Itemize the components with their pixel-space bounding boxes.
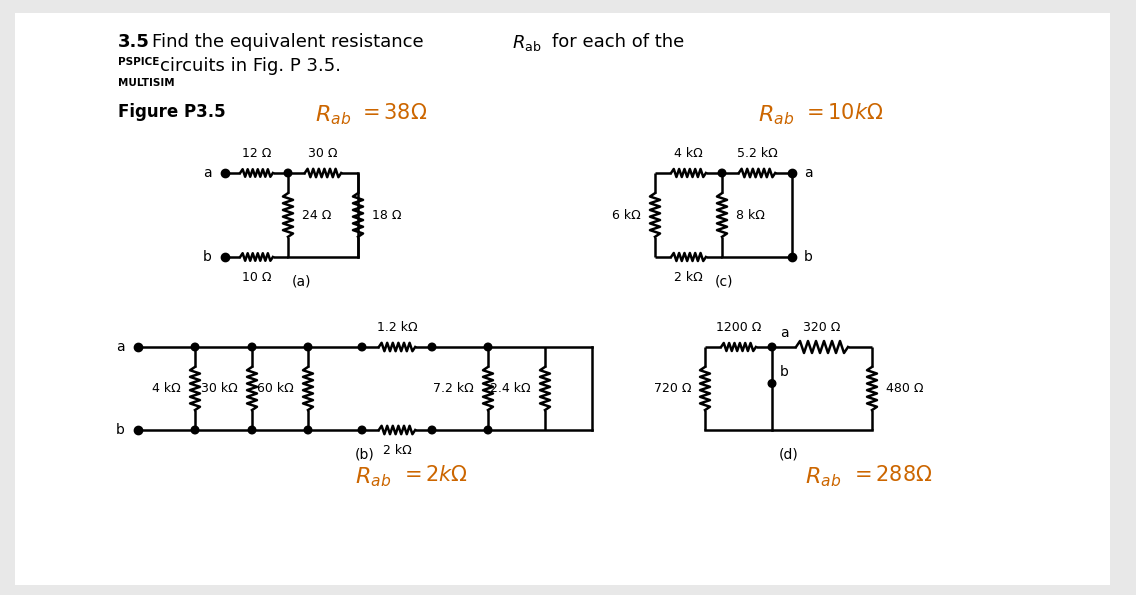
Text: b: b bbox=[780, 365, 788, 378]
Text: 6 kΩ: 6 kΩ bbox=[612, 208, 641, 221]
Text: $R_{ab}$: $R_{ab}$ bbox=[805, 465, 841, 488]
Text: 480 Ω: 480 Ω bbox=[886, 382, 924, 395]
Text: a: a bbox=[804, 166, 812, 180]
Text: a: a bbox=[116, 340, 125, 354]
Circle shape bbox=[304, 343, 311, 351]
Text: a: a bbox=[780, 326, 788, 340]
Text: 24 Ω: 24 Ω bbox=[302, 208, 332, 221]
Text: b: b bbox=[804, 250, 813, 264]
Text: 4 kΩ: 4 kΩ bbox=[152, 382, 181, 395]
Text: $R_{ab}$: $R_{ab}$ bbox=[315, 103, 351, 127]
Text: b: b bbox=[116, 423, 125, 437]
Text: (c): (c) bbox=[715, 274, 733, 288]
Circle shape bbox=[248, 343, 256, 351]
Text: 8 kΩ: 8 kΩ bbox=[736, 208, 765, 221]
Circle shape bbox=[191, 343, 199, 351]
Text: circuits in Fig. P 3.5.: circuits in Fig. P 3.5. bbox=[160, 57, 341, 75]
Circle shape bbox=[358, 426, 366, 434]
Text: for each of the: for each of the bbox=[552, 33, 684, 51]
Circle shape bbox=[248, 426, 256, 434]
Circle shape bbox=[304, 426, 311, 434]
Text: Figure P3.5: Figure P3.5 bbox=[118, 103, 226, 121]
Text: 18 Ω: 18 Ω bbox=[371, 208, 401, 221]
Circle shape bbox=[768, 343, 776, 351]
Text: MULTISIM: MULTISIM bbox=[118, 78, 175, 88]
Circle shape bbox=[718, 169, 726, 177]
Text: 30 Ω: 30 Ω bbox=[308, 147, 337, 160]
Text: $R_{ab}$: $R_{ab}$ bbox=[356, 465, 391, 488]
Text: 1200 Ω: 1200 Ω bbox=[716, 321, 761, 334]
Text: 320 Ω: 320 Ω bbox=[803, 321, 841, 334]
Circle shape bbox=[191, 426, 199, 434]
Circle shape bbox=[358, 343, 366, 351]
Text: 2 kΩ: 2 kΩ bbox=[383, 444, 411, 457]
Text: Find the equivalent resistance: Find the equivalent resistance bbox=[152, 33, 424, 51]
Text: 2 kΩ: 2 kΩ bbox=[674, 271, 703, 284]
Text: 60 kΩ: 60 kΩ bbox=[257, 382, 294, 395]
Text: (a): (a) bbox=[292, 274, 311, 288]
Text: $= 38\Omega$: $= 38\Omega$ bbox=[358, 103, 427, 123]
Text: 720 Ω: 720 Ω bbox=[653, 382, 691, 395]
Text: $R_{ab}$: $R_{ab}$ bbox=[758, 103, 794, 127]
Text: 4 kΩ: 4 kΩ bbox=[674, 147, 703, 160]
Text: 12 Ω: 12 Ω bbox=[242, 147, 272, 160]
Circle shape bbox=[484, 343, 492, 351]
Text: 30 kΩ: 30 kΩ bbox=[201, 382, 239, 395]
Text: 2.4 kΩ: 2.4 kΩ bbox=[491, 382, 531, 395]
Text: 5.2 kΩ: 5.2 kΩ bbox=[736, 147, 777, 160]
Text: 3.5: 3.5 bbox=[118, 33, 150, 51]
Text: $R_{\mathrm{ab}}$: $R_{\mathrm{ab}}$ bbox=[512, 33, 542, 53]
Circle shape bbox=[284, 169, 292, 177]
Text: $= 10k\Omega$: $= 10k\Omega$ bbox=[802, 103, 884, 123]
Text: 10 Ω: 10 Ω bbox=[242, 271, 272, 284]
Text: b: b bbox=[203, 250, 212, 264]
Text: $= 288\Omega$: $= 288\Omega$ bbox=[850, 465, 933, 485]
Text: (b): (b) bbox=[356, 447, 375, 461]
Circle shape bbox=[768, 380, 776, 387]
Circle shape bbox=[484, 426, 492, 434]
Text: 7.2 kΩ: 7.2 kΩ bbox=[433, 382, 474, 395]
Text: (d): (d) bbox=[778, 447, 799, 461]
Text: 1.2 kΩ: 1.2 kΩ bbox=[377, 321, 417, 334]
Circle shape bbox=[428, 426, 436, 434]
FancyBboxPatch shape bbox=[15, 13, 1110, 585]
Circle shape bbox=[428, 343, 436, 351]
Text: a: a bbox=[203, 166, 212, 180]
Text: $= 2k\Omega$: $= 2k\Omega$ bbox=[400, 465, 468, 485]
Text: PSPICE: PSPICE bbox=[118, 57, 159, 67]
